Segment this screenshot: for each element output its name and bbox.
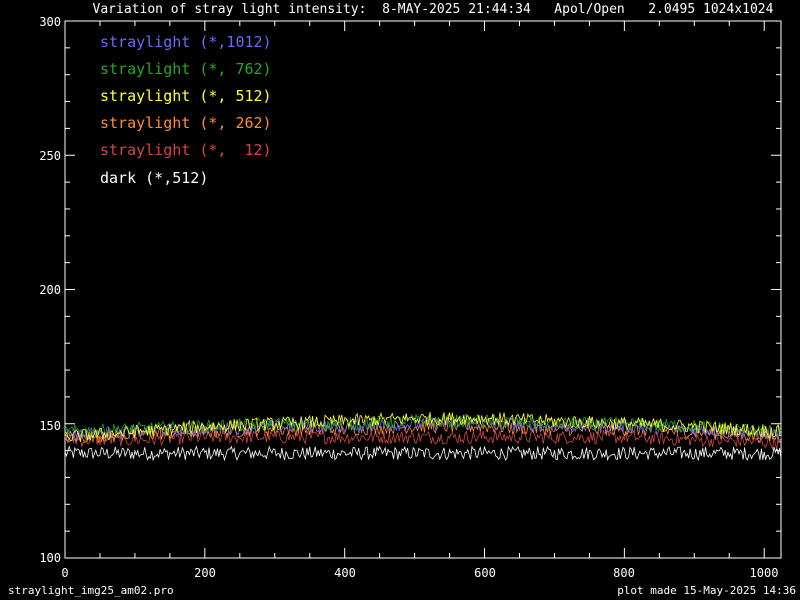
y-tick-label: 300 xyxy=(39,15,61,29)
y-tick-label: 200 xyxy=(39,283,61,297)
legend-label: straylight (*, 512) xyxy=(100,87,272,105)
axis-ticks xyxy=(64,20,781,559)
series-line xyxy=(64,411,782,442)
program-name: straylight_img25_am02.pro xyxy=(8,584,174,597)
series-line xyxy=(64,445,782,462)
chart-title: Variation of stray light intensity: 8-MA… xyxy=(93,2,774,17)
legend-label: straylight (*, 12) xyxy=(100,141,272,159)
x-tick-label: 800 xyxy=(613,566,635,580)
y-tick-label: 250 xyxy=(39,149,61,163)
y-tick-label: 100 xyxy=(39,551,61,565)
legend-label: straylight (*,1012) xyxy=(100,33,272,51)
series-lines xyxy=(64,411,782,462)
x-tick-labels: 0 200 400 600 800 1000 xyxy=(61,566,778,580)
y-tick-label: 150 xyxy=(39,419,61,433)
legend: straylight (*,1012) straylight (*, 762) … xyxy=(100,33,272,187)
x-tick-label: 0 xyxy=(61,566,68,580)
x-tick-label: 1000 xyxy=(750,566,779,580)
x-tick-label: 200 xyxy=(194,566,216,580)
x-tick-label: 400 xyxy=(334,566,356,580)
legend-label: straylight (*, 262) xyxy=(100,114,272,132)
y-tick-labels: 100 150 200 250 300 xyxy=(39,15,61,565)
legend-label: dark (*,512) xyxy=(100,169,208,187)
series-line xyxy=(64,429,782,451)
legend-label: straylight (*, 762) xyxy=(100,60,272,78)
plot-timestamp: plot made 15-May-2025 14:36 xyxy=(617,584,796,597)
x-tick-label: 600 xyxy=(474,566,496,580)
